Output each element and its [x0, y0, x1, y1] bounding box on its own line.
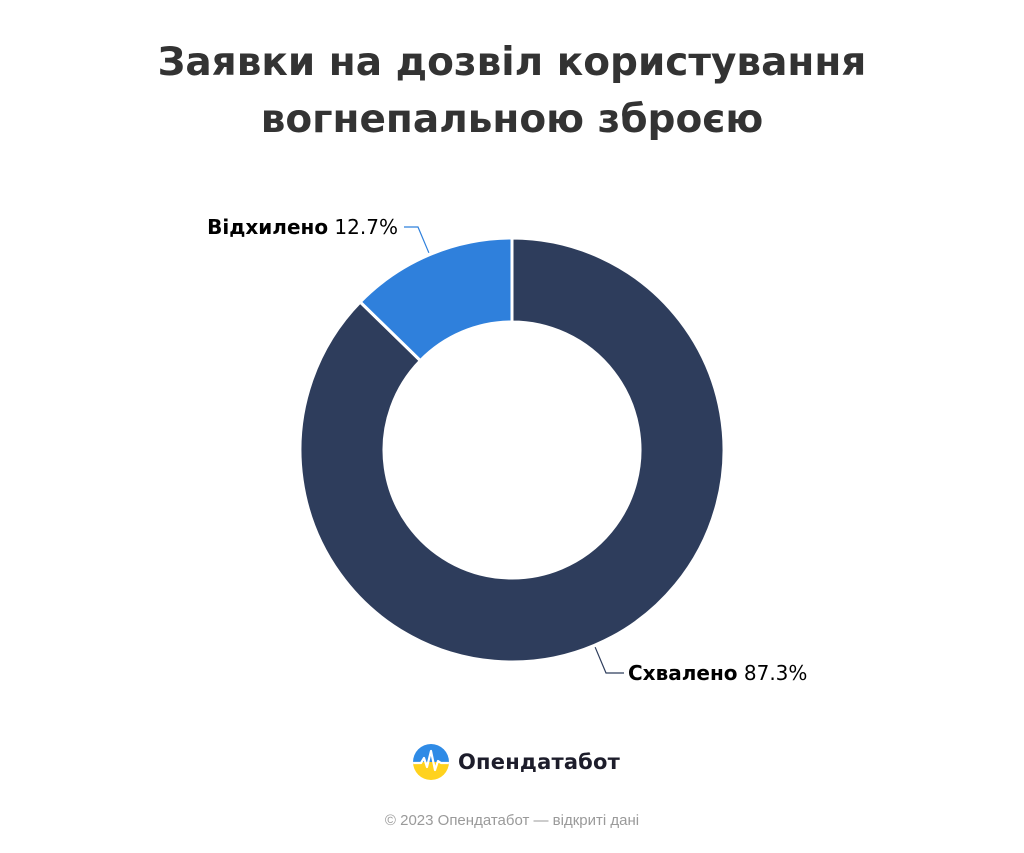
slice-label-value: 12.7% — [328, 215, 398, 239]
slice-label-1: Схвалено 87.3% — [628, 661, 807, 685]
slice-label-2: Відхилено 12.7% — [207, 215, 398, 239]
donut-slice-1 — [298, 236, 726, 664]
donut-slices — [298, 236, 726, 664]
opendatabot-logo-icon — [413, 744, 449, 780]
donut-chart: Схвалено 87.3% Відхилено 12.7% — [207, 215, 807, 685]
footer-copyright: © 2023 Опендатабот — відкриті дані — [384, 812, 640, 829]
label-connectors — [403, 226, 625, 674]
label-connector-2 — [403, 226, 430, 254]
chart-title: Заявки на дозвіл користування вогнепальн… — [157, 40, 867, 142]
brand: Опендатабот — [412, 742, 620, 782]
slice-labels: Схвалено 87.3% Відхилено 12.7% — [207, 215, 807, 685]
slice-label-name: Відхилено — [207, 215, 328, 239]
slice-label-name: Схвалено — [628, 661, 738, 685]
label-connector-1 — [594, 646, 625, 674]
brand-name: Опендатабот — [458, 750, 621, 774]
donut-slice-2 — [358, 236, 514, 363]
slice-label-value: 87.3% — [738, 661, 808, 685]
